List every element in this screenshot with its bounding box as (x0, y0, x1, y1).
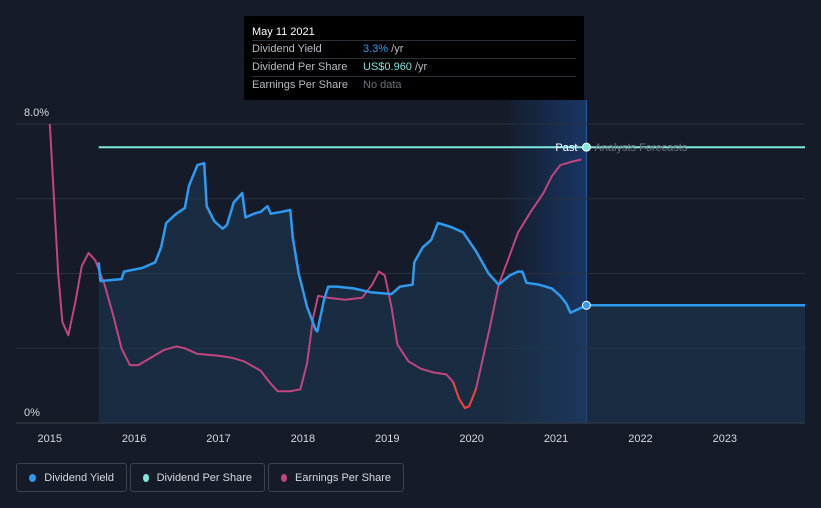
x-tick-label: 2020 (459, 433, 483, 445)
earnings-per-share-low-segment (452, 381, 477, 410)
series-lines (48, 123, 805, 410)
earnings-per-share-line (48, 123, 582, 410)
tooltip-label: Dividend Per Share (252, 61, 348, 73)
x-tick-label: 2022 (628, 433, 652, 445)
legend-dividend-per-share[interactable]: Dividend Per Share (130, 463, 265, 492)
x-tick-label: 2021 (544, 433, 568, 445)
legend-dot (281, 473, 287, 482)
dividend-per-share-marker (581, 142, 591, 152)
tooltip-label: Earnings Per Share (252, 79, 348, 91)
dividend-yield-line (97, 161, 587, 333)
yield-area-layer (98, 163, 805, 423)
legend-dot (143, 473, 149, 482)
hover-tooltip: May 11 2021 Dividend Yield 3.3% /yr Divi… (244, 16, 584, 100)
legend-dividend-yield[interactable]: Dividend Yield (16, 463, 127, 492)
legend-earnings-per-share[interactable]: Earnings Per Share (268, 463, 404, 492)
tooltip-unit: /yr (388, 43, 404, 55)
tooltip-unit: /yr (411, 61, 428, 73)
y-tick-label-max: 8.0% (24, 107, 49, 119)
tooltip-row-eps: Earnings Per Share No data (252, 76, 576, 94)
x-tick-label: 2019 (375, 433, 399, 445)
x-tick-label: 2015 (38, 433, 62, 445)
markers (581, 142, 591, 310)
x-tick-label: 2023 (713, 433, 737, 445)
legend-label: Earnings Per Share (295, 471, 391, 484)
legend-dot (29, 473, 37, 482)
analysts-forecasts-label: Analysts Forecasts (594, 142, 687, 154)
past-label: Past (555, 142, 577, 154)
dividend-yield-marker (581, 300, 591, 310)
legend-label: Dividend Yield (44, 471, 114, 484)
y-tick-label-min: 0% (24, 407, 40, 419)
dividend-yield-area (98, 163, 805, 423)
tooltip-row-yield: Dividend Yield 3.3% /yr (252, 40, 576, 58)
legend-label: Dividend Per Share (156, 471, 252, 484)
axis-labels: Past Analysts Forecasts 8.0% 0% 2015 2016 2017… (24, 107, 737, 445)
tooltip-date: May 11 2021 (252, 26, 315, 38)
x-tick-label: 2016 (122, 433, 146, 445)
x-tick-label: 2018 (291, 433, 315, 445)
x-tick-label: 2017 (206, 433, 230, 445)
tooltip-value: US$0.960 (363, 61, 412, 73)
tooltip-value: No data (363, 79, 402, 91)
tooltip-value: 3.3% (363, 43, 389, 55)
tooltip-label: Dividend Yield (252, 43, 322, 55)
tooltip-row-dps: Dividend Per Share US$0.960 /yr (252, 58, 576, 76)
